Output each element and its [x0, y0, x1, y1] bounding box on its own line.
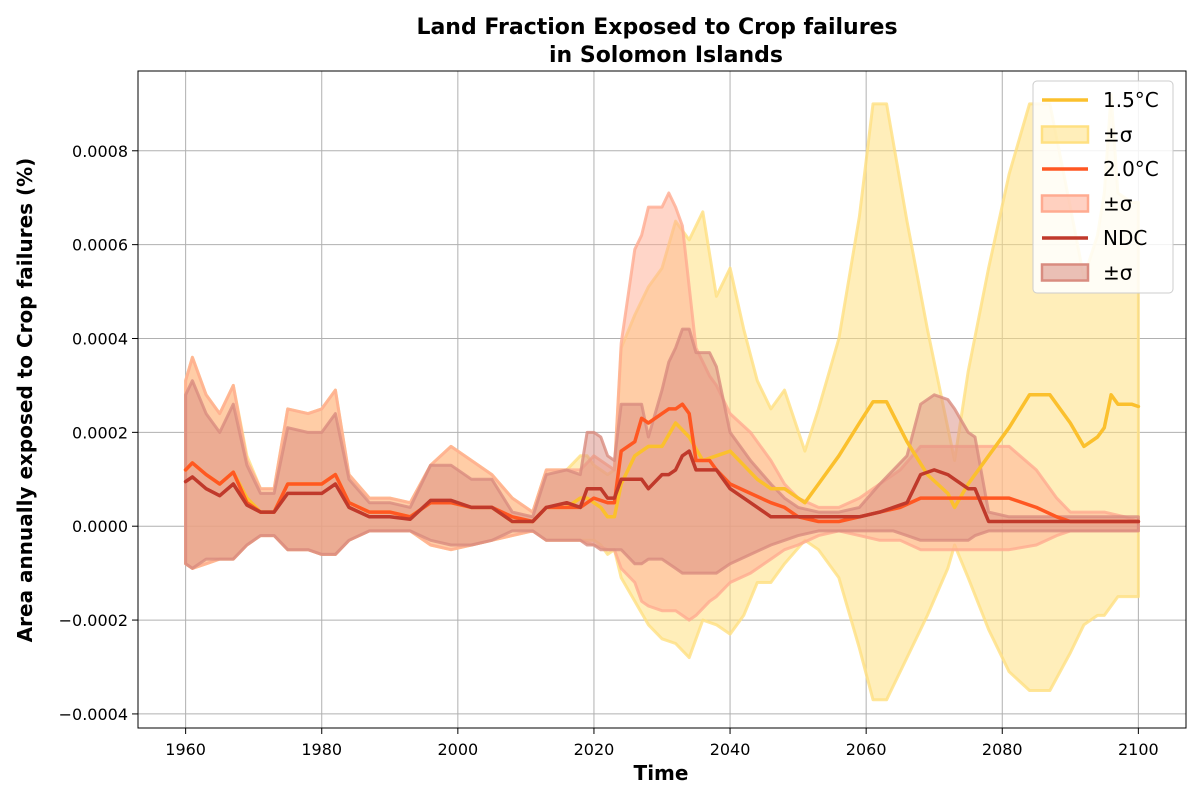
- chart-subtitle: in Solomon Islands: [549, 43, 783, 68]
- legend: 1.5°C ±σ 2.0°C ±σ NDC ±σ: [1032, 80, 1174, 294]
- y-tick-label: −0.0002: [59, 611, 128, 630]
- x-tick-label: 1960: [165, 740, 206, 759]
- x-tick-label: 2060: [846, 740, 887, 759]
- series-line-2: [183, 402, 1141, 524]
- y-axis-label: Area annually exposed to Crop failures (…: [13, 158, 37, 643]
- x-tick-label: 2040: [710, 740, 751, 759]
- y-axis-ticks: −0.0004 −0.0002 0.0000 0.0002 0.0004 0.0006 0.…: [59, 142, 138, 724]
- x-axis-label: Time: [634, 761, 689, 785]
- series-lines: [183, 393, 1141, 524]
- legend-band-swatch-1: [1040, 125, 1090, 144]
- x-tick-label: 2020: [574, 740, 615, 759]
- plot-frame: [137, 70, 1187, 729]
- x-tick-label: 2100: [1118, 740, 1159, 759]
- uncertainty-bands: [184, 93, 1140, 702]
- y-tick-label: 0.0006: [72, 236, 128, 255]
- series-line-3: [183, 449, 1141, 524]
- legend-band-swatch-3: [1040, 263, 1090, 282]
- y-tick-label: 0.0008: [72, 142, 128, 161]
- legend-band-label-2: ±σ: [1103, 192, 1133, 216]
- x-tick-label: 2000: [437, 740, 478, 759]
- y-tick-label: 0.0004: [72, 329, 128, 348]
- x-tick-label: 1980: [301, 740, 342, 759]
- legend-label-2: 2.0°C: [1103, 157, 1159, 181]
- legend-band-label-3: ±σ: [1103, 261, 1133, 285]
- legend-band-label-1: ±σ: [1103, 123, 1133, 147]
- legend-label-3: NDC: [1103, 226, 1147, 250]
- y-tick-label: 0.0002: [72, 423, 128, 442]
- y-tick-label: 0.0000: [72, 517, 128, 536]
- x-tick-label: 2080: [982, 740, 1023, 759]
- y-tick-label: −0.0004: [59, 705, 128, 724]
- band-3: [184, 327, 1140, 575]
- x-axis-ticks: 1960 1980 2000 2020 2040 2060 2080 2100: [165, 728, 1159, 759]
- chart-title: Land Fraction Exposed to Crop failures: [416, 15, 897, 40]
- legend-label-1: 1.5°C: [1103, 88, 1159, 112]
- legend-band-swatch-2: [1040, 194, 1090, 213]
